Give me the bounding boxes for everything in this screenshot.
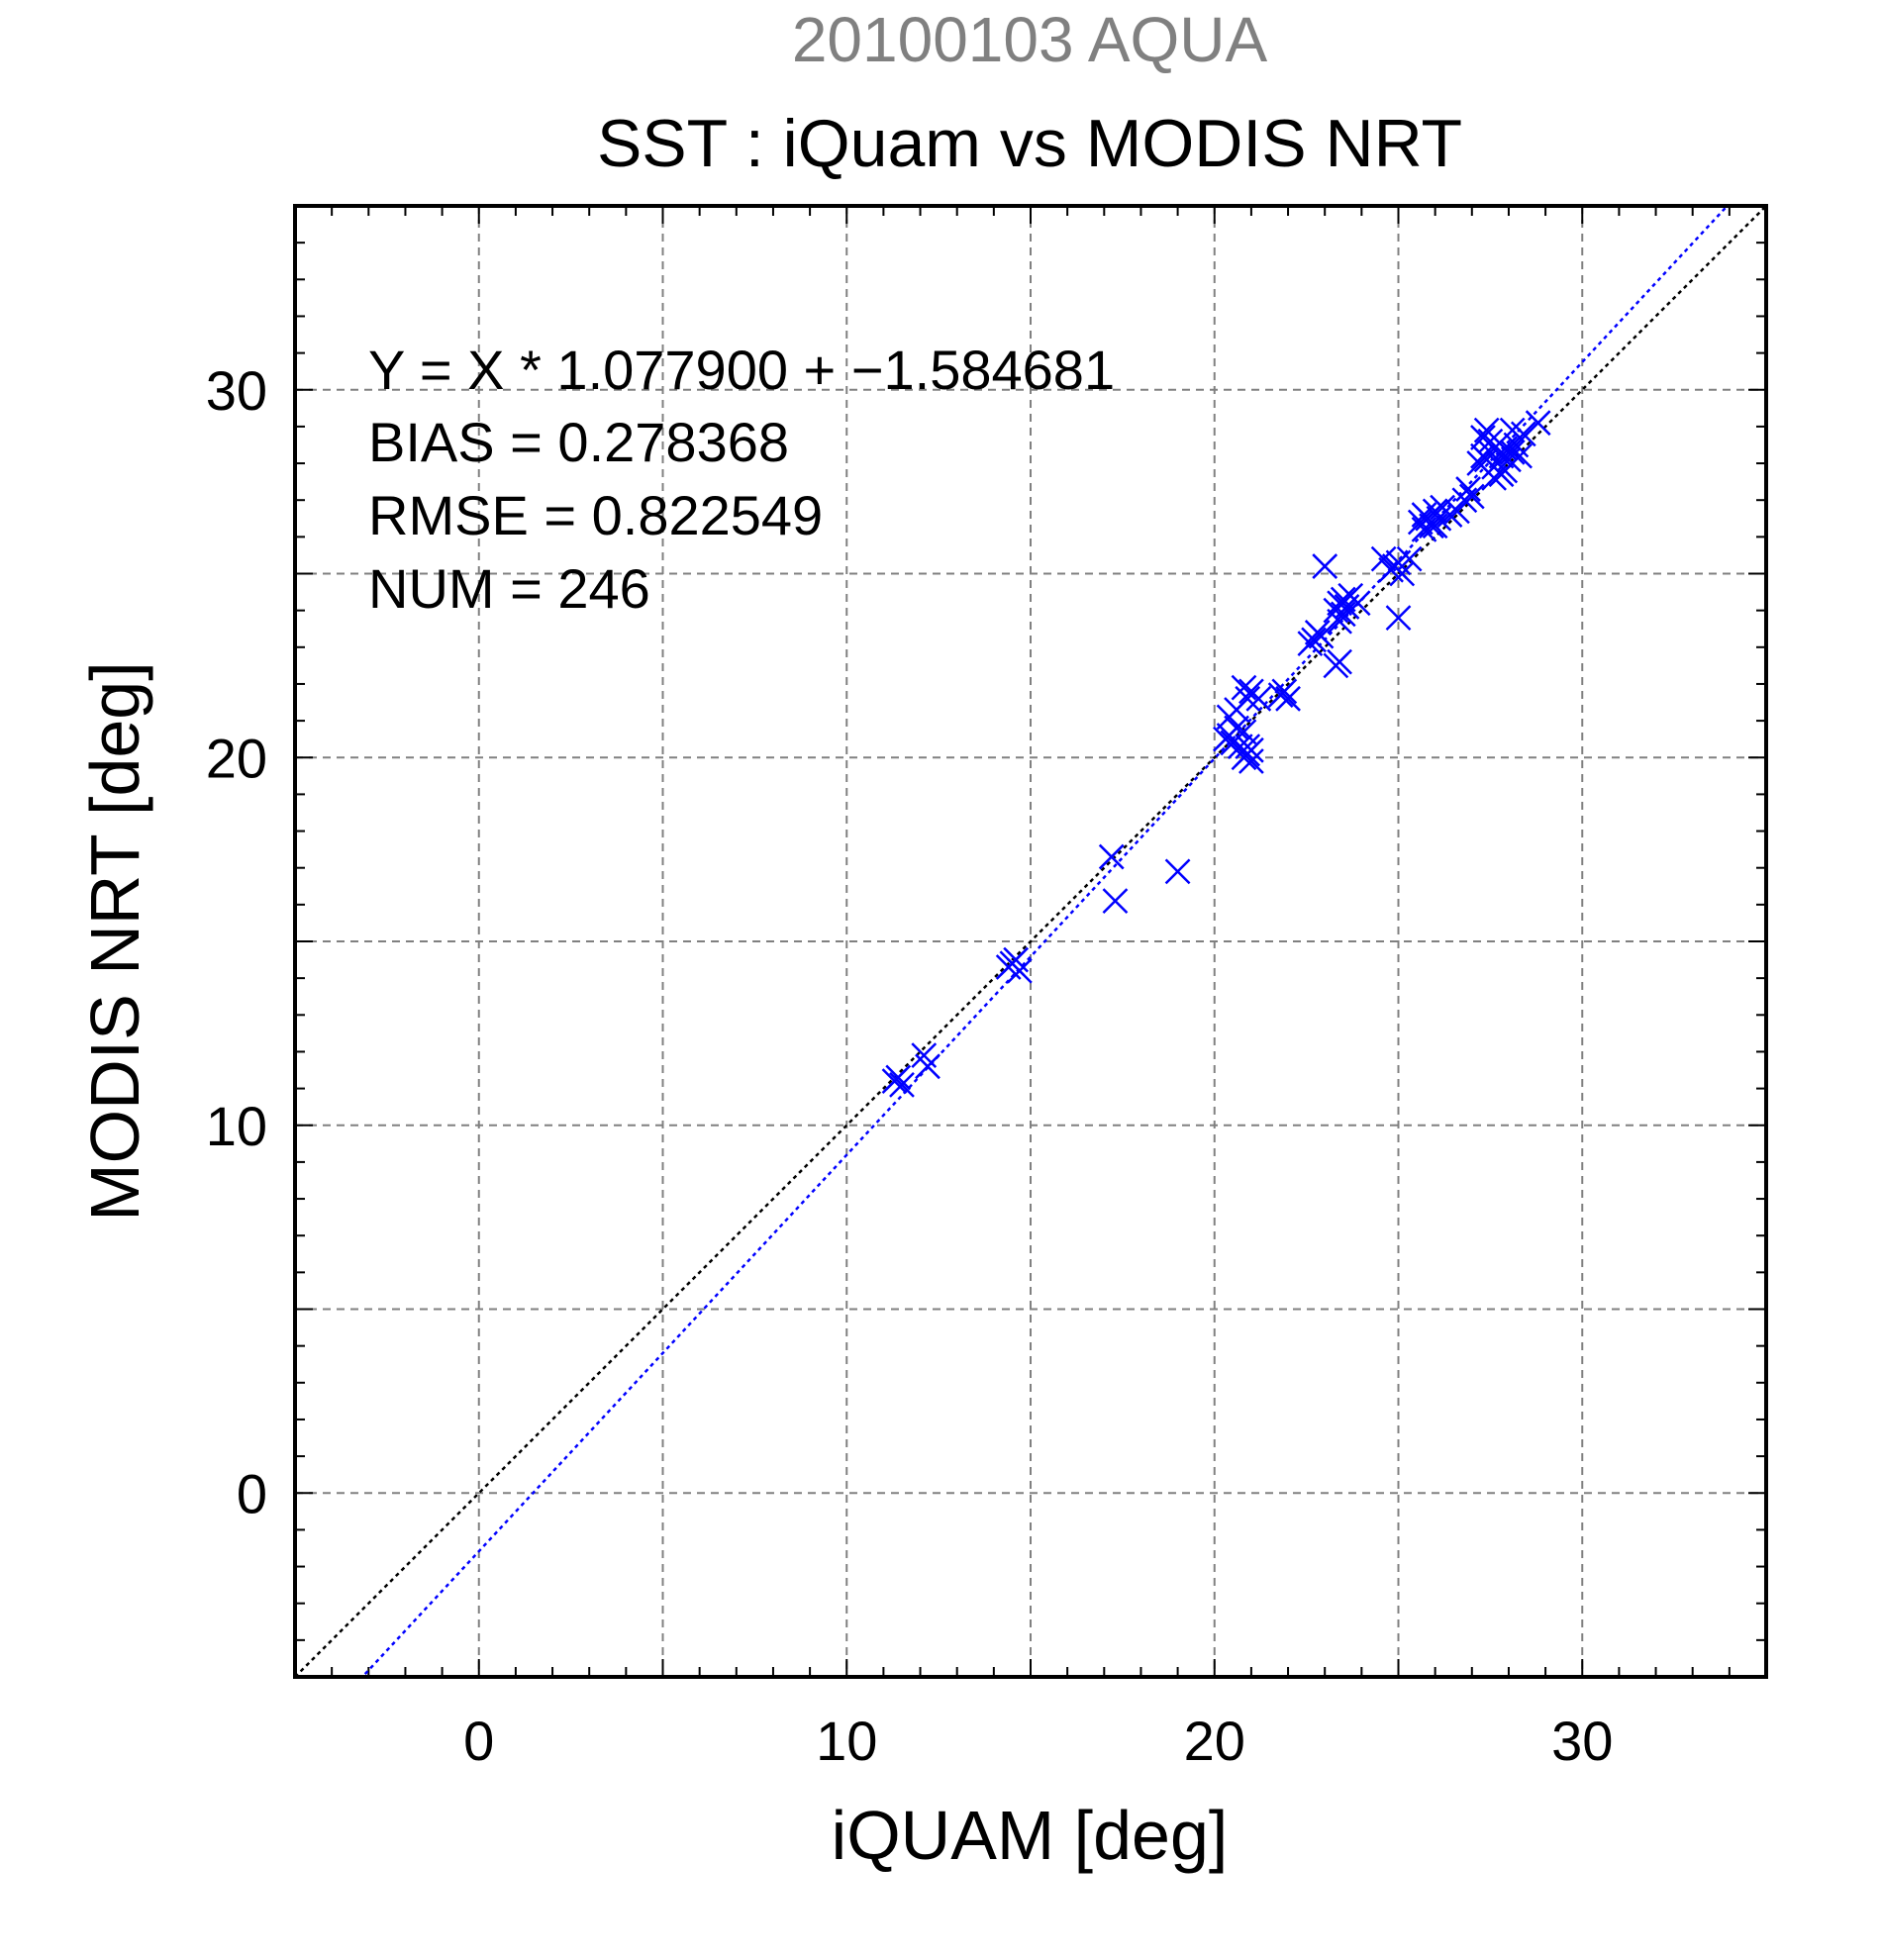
data-point — [1271, 678, 1298, 705]
x-tick-label: 10 — [816, 1710, 877, 1772]
data-point — [1231, 674, 1257, 701]
data-point-stroke — [1235, 685, 1261, 712]
y-tick-label: 20 — [206, 727, 267, 789]
data-point-stroke — [1235, 734, 1261, 759]
x-axis-label: iQUAM [deg] — [832, 1797, 1229, 1874]
plot-frame — [293, 204, 1768, 1679]
rmse-stat: RMSE = 0.822549 — [368, 484, 823, 546]
data-point-stroke — [1003, 946, 1030, 973]
count-stat: NUM = 246 — [368, 557, 650, 620]
data-point-stroke — [1510, 421, 1536, 447]
data-point-stroke — [1477, 428, 1504, 454]
data-point-stroke — [889, 1072, 915, 1098]
data-point — [1330, 601, 1356, 628]
data-point — [1389, 560, 1416, 587]
data-point — [1231, 719, 1257, 745]
x-tick-label: 0 — [463, 1710, 494, 1772]
data-point — [1327, 608, 1352, 635]
fit-equation: Y = X * 1.077900 + −1.584681 — [368, 339, 1115, 401]
data-point-stroke — [1231, 719, 1257, 745]
data-point — [1492, 457, 1519, 484]
data-point — [1275, 685, 1301, 712]
data-point-stroke — [1499, 417, 1526, 443]
data-point-stroke — [1271, 678, 1298, 705]
data-point-stroke — [1327, 648, 1352, 675]
data-point — [1301, 627, 1327, 653]
data-point — [1499, 417, 1526, 443]
x-tick-label: 30 — [1551, 1710, 1613, 1772]
data-point-stroke — [1481, 465, 1507, 491]
data-point-stroke — [1098, 843, 1125, 870]
data-point-stroke — [1275, 685, 1301, 712]
data-point-stroke — [1389, 560, 1416, 587]
data-point — [1370, 545, 1397, 572]
data-point — [1238, 678, 1264, 705]
data-point-stroke — [1492, 457, 1519, 484]
data-point-stroke — [1301, 627, 1327, 653]
y-tick-label: 0 — [237, 1462, 267, 1524]
data-point-stroke — [1238, 678, 1264, 705]
data-point — [885, 1064, 912, 1091]
data-point-stroke — [1102, 888, 1129, 915]
y-tick-label: 30 — [206, 359, 267, 422]
data-point-stroke — [1407, 509, 1434, 536]
data-point — [1396, 545, 1423, 572]
data-point-stroke — [1238, 748, 1264, 774]
data-point — [1312, 553, 1338, 579]
data-point-stroke — [1327, 608, 1352, 635]
tick-labels: 0 10 20 30 0 10 20 30 — [206, 359, 1614, 1772]
data-point — [915, 1053, 940, 1080]
data-point-stroke — [1470, 425, 1496, 450]
data-point — [1238, 748, 1264, 774]
data-point — [1102, 888, 1129, 915]
data-point-stroke — [1164, 858, 1191, 885]
data-point-stroke — [1312, 553, 1338, 579]
date-title: 20100103 AQUA — [792, 4, 1268, 75]
data-point-stroke — [1231, 674, 1257, 701]
x-tick-label: 20 — [1184, 1710, 1245, 1772]
data-point — [1458, 483, 1485, 510]
data-point — [1327, 648, 1352, 675]
data-point — [1499, 440, 1526, 465]
data-point-stroke — [1525, 410, 1551, 437]
y-tick-label: 10 — [206, 1095, 267, 1157]
data-point — [1235, 734, 1261, 759]
data-point-stroke — [911, 1042, 938, 1069]
data-point — [1385, 605, 1412, 631]
data-point-stroke — [1396, 545, 1423, 572]
bias-stat: BIAS = 0.278368 — [368, 411, 789, 473]
data-point — [1481, 465, 1507, 491]
reference-lines — [295, 206, 1766, 1677]
data-point-stroke — [1503, 432, 1530, 458]
data-point-stroke — [1422, 513, 1448, 539]
data-point — [1164, 858, 1191, 885]
data-point — [889, 1072, 915, 1098]
data-point-stroke — [1308, 623, 1335, 649]
data-point — [1525, 410, 1551, 437]
data-point-stroke — [915, 1053, 940, 1080]
data-point — [1473, 417, 1500, 443]
y-axis-label: MODIS NRT [deg] — [76, 661, 153, 1221]
data-point-stroke — [1006, 957, 1033, 984]
data-point-stroke — [1370, 545, 1397, 572]
data-point-stroke — [1458, 483, 1485, 510]
chart-title: SST : iQuam vs MODIS NRT — [597, 106, 1462, 181]
data-point-stroke — [1477, 440, 1504, 465]
data-point — [1308, 623, 1335, 649]
data-point — [1455, 476, 1481, 502]
data-point — [1422, 513, 1448, 539]
data-point-stroke — [1473, 417, 1500, 443]
data-point-stroke — [1330, 601, 1356, 628]
data-point-stroke — [1385, 605, 1412, 631]
data-points — [881, 410, 1551, 1098]
data-point-stroke — [885, 1064, 912, 1091]
data-point-stroke — [1455, 476, 1481, 502]
one-to-one-line — [295, 206, 1766, 1677]
data-point-stroke — [1499, 440, 1526, 465]
data-point — [1470, 425, 1496, 450]
data-point — [1003, 946, 1030, 973]
data-point — [1098, 843, 1125, 870]
